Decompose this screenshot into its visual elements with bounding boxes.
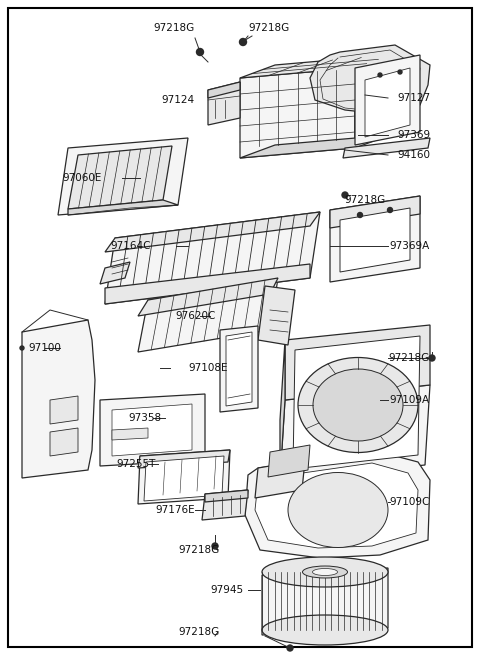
Circle shape [196, 48, 204, 56]
Polygon shape [105, 212, 320, 304]
Text: 97124: 97124 [162, 95, 195, 105]
Circle shape [358, 212, 362, 217]
Text: 97945: 97945 [210, 585, 243, 595]
Text: 94160: 94160 [397, 150, 430, 160]
Polygon shape [8, 8, 472, 647]
Text: 97176E: 97176E [155, 505, 194, 515]
Polygon shape [268, 445, 310, 477]
Circle shape [240, 39, 247, 45]
Polygon shape [22, 320, 95, 478]
Ellipse shape [288, 472, 388, 548]
Polygon shape [58, 138, 188, 215]
Polygon shape [112, 404, 192, 456]
Polygon shape [68, 200, 178, 215]
Ellipse shape [313, 369, 403, 441]
Polygon shape [280, 340, 285, 480]
Text: 97358: 97358 [128, 413, 161, 423]
Ellipse shape [312, 569, 337, 576]
Polygon shape [202, 490, 248, 520]
Circle shape [429, 355, 435, 361]
Circle shape [378, 73, 382, 77]
Polygon shape [343, 138, 430, 158]
Polygon shape [240, 135, 390, 158]
Text: 97369: 97369 [397, 130, 430, 140]
Polygon shape [262, 568, 388, 635]
Text: 97218G: 97218G [178, 627, 219, 637]
Polygon shape [138, 278, 278, 316]
Text: 97255T: 97255T [116, 459, 156, 469]
Polygon shape [293, 336, 420, 469]
Polygon shape [208, 82, 240, 98]
Polygon shape [255, 460, 305, 498]
Polygon shape [208, 82, 240, 125]
Polygon shape [226, 332, 252, 406]
Text: 97218G: 97218G [248, 23, 289, 33]
Polygon shape [138, 450, 230, 468]
Polygon shape [100, 262, 130, 284]
Polygon shape [355, 55, 390, 145]
Ellipse shape [262, 557, 388, 587]
Text: 97164C: 97164C [110, 241, 151, 251]
Polygon shape [205, 490, 248, 502]
Text: 97218G: 97218G [345, 195, 386, 205]
Polygon shape [50, 428, 78, 456]
Polygon shape [355, 55, 420, 145]
Polygon shape [285, 325, 430, 400]
Polygon shape [138, 278, 278, 352]
Polygon shape [68, 146, 172, 209]
Text: 97060E: 97060E [62, 173, 101, 183]
Polygon shape [258, 286, 295, 345]
Polygon shape [310, 45, 430, 115]
Polygon shape [144, 456, 224, 501]
Text: 97369A: 97369A [390, 241, 430, 251]
Polygon shape [240, 68, 355, 158]
Text: 97218G: 97218G [154, 23, 195, 33]
Circle shape [212, 543, 218, 549]
Polygon shape [280, 385, 430, 480]
Circle shape [342, 192, 348, 198]
Circle shape [398, 70, 402, 74]
Ellipse shape [298, 358, 418, 453]
Circle shape [20, 346, 24, 350]
Text: 97620C: 97620C [175, 311, 216, 321]
Polygon shape [105, 212, 320, 252]
Text: 97108E: 97108E [188, 363, 228, 373]
Polygon shape [365, 68, 410, 137]
Polygon shape [138, 450, 230, 504]
Polygon shape [245, 452, 430, 558]
Polygon shape [50, 396, 78, 424]
Circle shape [287, 645, 293, 651]
Polygon shape [220, 326, 258, 412]
Polygon shape [255, 463, 418, 548]
Polygon shape [112, 428, 148, 440]
Text: 97109A: 97109A [390, 395, 430, 405]
Ellipse shape [262, 615, 388, 645]
Polygon shape [100, 394, 205, 466]
Ellipse shape [302, 566, 348, 578]
Polygon shape [330, 196, 420, 282]
Text: 97218G: 97218G [389, 353, 430, 363]
Text: 97100: 97100 [28, 343, 61, 353]
Text: 97109C: 97109C [390, 497, 430, 507]
Polygon shape [340, 208, 410, 272]
Circle shape [387, 208, 393, 212]
Polygon shape [240, 55, 390, 78]
Text: 97127: 97127 [397, 93, 430, 103]
Text: 97218G: 97218G [178, 545, 219, 555]
Polygon shape [105, 264, 310, 304]
Polygon shape [330, 196, 420, 228]
